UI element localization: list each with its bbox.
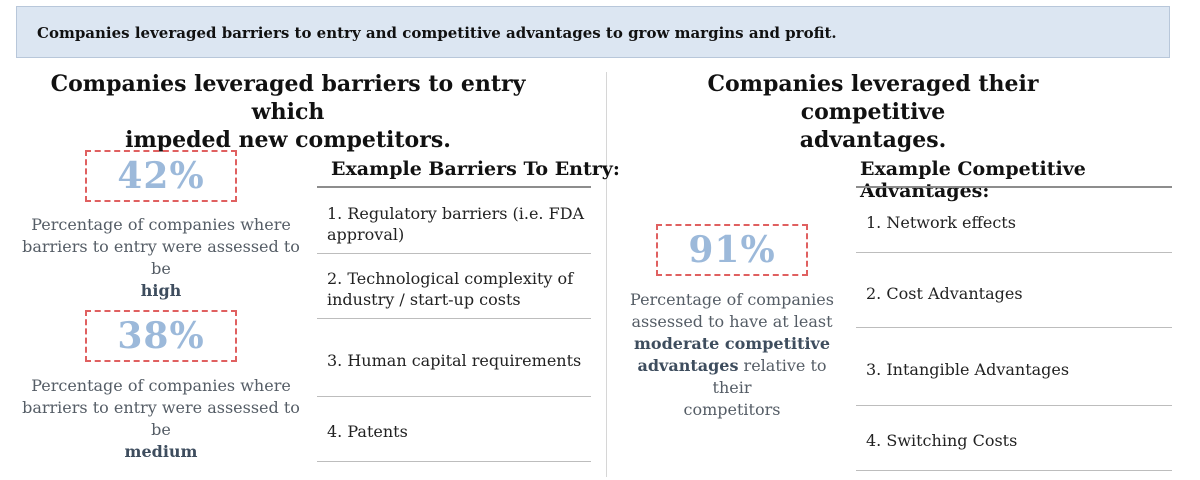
stat-caption-high: Percentage of companies where barriers t…: [10, 214, 312, 302]
table-header-rule: [317, 186, 591, 188]
stat-caption-line1: Percentage of companies where: [31, 215, 291, 234]
advantage-item-3: 3. Intangible Advantages: [866, 360, 1070, 379]
stat-caption-emphasis: medium: [124, 442, 198, 461]
stat-caption-bold1: moderate competitive: [633, 334, 831, 353]
table-row-rule: [856, 405, 1172, 406]
advantage-item-4: 4. Switching Costs: [866, 431, 1018, 450]
table-row-rule: [317, 461, 591, 462]
barrier-item-2: 2. Technological complexity of industry …: [327, 268, 587, 310]
stat-caption-line2: barriers to entry were assessed to be: [22, 237, 300, 278]
table-row-rule: [856, 252, 1172, 253]
stat-caption-line2: barriers to entry were assessed to be: [22, 398, 300, 439]
table-row-rule: [856, 470, 1172, 471]
barrier-item-1: 1. Regulatory barriers (i.e. FDA approva…: [327, 203, 587, 245]
barrier-item-line: approval): [327, 225, 405, 244]
table-row-rule: [317, 253, 591, 254]
stat-value-medium: 38%: [117, 315, 205, 357]
left-heading: Companies leveraged barriers to entry wh…: [30, 70, 546, 154]
advantage-item-2: 2. Cost Advantages: [866, 284, 1023, 303]
column-divider: [606, 72, 607, 477]
barrier-item-4: 4. Patents: [327, 421, 587, 442]
stat-value-competitive: 91%: [688, 229, 776, 271]
stat-caption-bold2: advantages: [637, 356, 739, 375]
right-heading: Companies leveraged their competitive ad…: [640, 70, 1106, 154]
table-row-rule: [317, 318, 591, 319]
barrier-item-line: industry / start-up costs: [327, 290, 521, 309]
stat-caption-line2: assessed to have at least: [631, 312, 833, 331]
barrier-item-line: 4. Patents: [327, 422, 408, 441]
summary-banner: Companies leveraged barriers to entry an…: [16, 6, 1170, 58]
barriers-table-title: Example Barriers To Entry:: [331, 158, 620, 180]
stat-caption-competitive: Percentage of companies assessed to have…: [620, 289, 844, 421]
advantages-table-title: Example Competitive Advantages:: [860, 158, 1086, 202]
stat-caption-line1: Percentage of companies: [630, 290, 834, 309]
stat-caption-line3: relative to their: [712, 356, 827, 397]
table-header-rule: [856, 186, 1172, 188]
stat-caption-emphasis: high: [140, 281, 182, 300]
advantage-item-1: 1. Network effects: [866, 213, 1016, 232]
stat-caption-line1: Percentage of companies where: [31, 376, 291, 395]
table-row-rule: [856, 327, 1172, 328]
left-heading-line2: impeded new competitors.: [125, 127, 451, 153]
barrier-item-3: 3. Human capital requirements: [327, 350, 587, 371]
right-heading-line2: advantages.: [799, 127, 947, 153]
right-heading-line1: Companies leveraged their competitive: [707, 71, 1039, 125]
barrier-item-line: 3. Human capital requirements: [327, 351, 582, 370]
stat-caption-line4: competitors: [683, 400, 781, 419]
stat-box-medium: 38%: [85, 310, 237, 362]
barrier-item-line: 2. Technological complexity of: [327, 269, 574, 288]
stat-box-high: 42%: [85, 150, 237, 202]
left-heading-line1: Companies leveraged barriers to entry wh…: [50, 71, 526, 125]
stat-value-high: 42%: [117, 155, 205, 197]
banner-text: Companies leveraged barriers to entry an…: [37, 24, 837, 42]
stat-box-competitive: 91%: [656, 224, 808, 276]
barrier-item-line: 1. Regulatory barriers (i.e. FDA: [327, 204, 585, 223]
table-row-rule: [317, 396, 591, 397]
stat-caption-medium: Percentage of companies where barriers t…: [10, 375, 312, 463]
